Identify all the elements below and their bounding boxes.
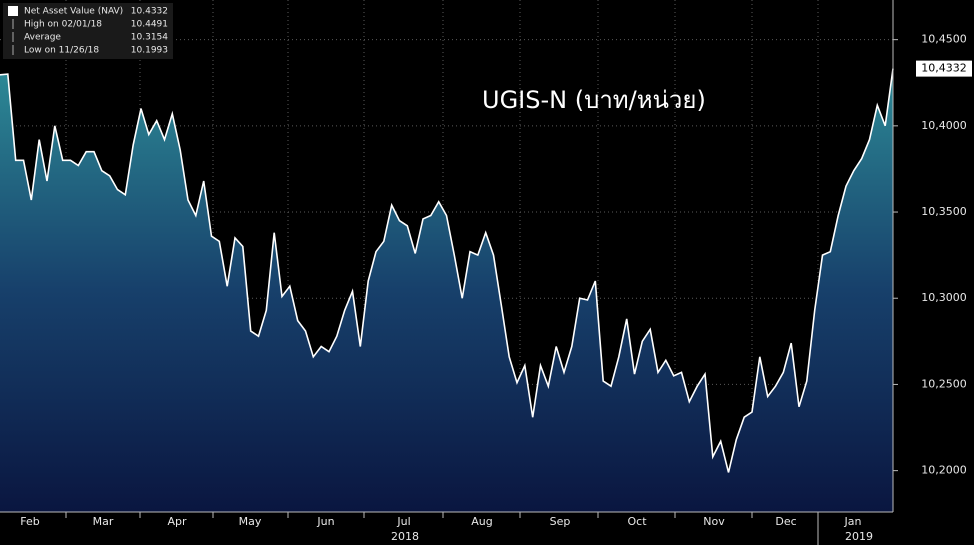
legend-label: Net Asset Value (NAV) [24,7,123,17]
legend-label: Average [24,33,61,43]
year-label: 2018 [391,530,419,543]
x-tick-label: Aug [471,515,492,528]
current-value-label: 10,4332 [921,62,967,75]
x-tick-label: Dec [775,515,796,528]
chart-title: UGIS-N (บาท/หน่วย) [482,86,706,114]
legend: Net Asset Value (NAV) 10.4332 High on 02/0… [3,3,173,59]
year-label: 2019 [845,530,873,543]
x-tick-label: Feb [20,515,39,528]
x-tick-label: May [239,515,262,528]
y-tick-label: 10,4500 [921,33,967,46]
area [0,68,893,512]
legend-label: Low on 11/26/18 [24,46,99,56]
x-tick-label: Jan [844,515,862,528]
x-tick-label: Mar [93,515,114,528]
x-tick-label: Nov [703,515,725,528]
legend-swatch [8,6,18,16]
plot [0,68,894,512]
y-tick-label: 10,4000 [921,119,967,132]
y-tick-label: 10,2000 [921,464,967,477]
legend-value: 10.4491 [131,20,168,30]
legend-value: 10.3154 [131,33,168,43]
y-tick-label: 10,2500 [921,377,967,390]
x-tick-label: Jul [396,515,410,528]
x-tick-label: Oct [627,515,647,528]
y-tick-label: 10,3500 [921,205,967,218]
x-tick-label: Sep [550,515,571,528]
legend-label: High on 02/01/18 [24,20,102,30]
legend-box [3,3,173,59]
line [0,68,894,473]
y-tick-label: 10,3000 [921,291,967,304]
legend-value: 10.1993 [131,46,168,56]
x-tick-label: Jun [316,515,334,528]
current-value-tag [916,60,972,77]
legend-value: 10.4332 [131,7,168,17]
x-tick-label: Apr [167,515,187,528]
